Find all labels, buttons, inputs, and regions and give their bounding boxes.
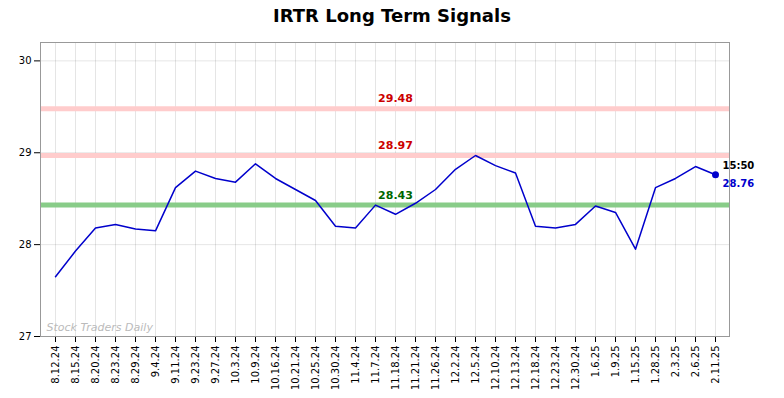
svg-text:11.4.24: 11.4.24: [350, 346, 361, 384]
svg-text:12.30.24: 12.30.24: [570, 346, 581, 391]
svg-text:1.28.25: 1.28.25: [650, 346, 661, 384]
svg-text:28.97: 28.97: [378, 139, 413, 152]
svg-text:28.43: 28.43: [378, 189, 413, 202]
svg-text:11.21.24: 11.21.24: [410, 346, 421, 391]
svg-text:15:50: 15:50: [723, 160, 755, 171]
svg-text:9.27.24: 9.27.24: [210, 346, 221, 384]
svg-text:9.11.24: 9.11.24: [170, 346, 181, 384]
svg-text:10.25.24: 10.25.24: [310, 346, 321, 391]
svg-text:10.9.24: 10.9.24: [250, 346, 261, 384]
svg-text:29: 29: [19, 147, 32, 158]
svg-text:12.10.24: 12.10.24: [490, 346, 501, 391]
svg-text:12.18.24: 12.18.24: [530, 346, 541, 391]
svg-text:12.5.24: 12.5.24: [470, 346, 481, 384]
svg-text:28.76: 28.76: [723, 178, 755, 189]
svg-text:10.21.24: 10.21.24: [290, 346, 301, 391]
svg-text:1.9.25: 1.9.25: [610, 346, 621, 378]
svg-text:29.48: 29.48: [378, 92, 413, 105]
svg-text:10.16.24: 10.16.24: [270, 346, 281, 391]
svg-text:2.11.25: 2.11.25: [710, 346, 721, 384]
svg-text:2.6.25: 2.6.25: [690, 346, 701, 378]
svg-text:28: 28: [19, 239, 32, 250]
svg-text:27: 27: [19, 331, 32, 342]
svg-text:11.26.24: 11.26.24: [430, 346, 441, 391]
svg-text:8.23.24: 8.23.24: [110, 346, 121, 384]
svg-text:8.15.24: 8.15.24: [70, 346, 81, 384]
svg-text:2.3.25: 2.3.25: [670, 346, 681, 378]
svg-text:9.23.24: 9.23.24: [190, 346, 201, 384]
svg-text:8.29.24: 8.29.24: [130, 346, 141, 384]
svg-text:1.6.25: 1.6.25: [590, 346, 601, 378]
svg-text:12.23.24: 12.23.24: [550, 346, 561, 391]
svg-text:9.4.24: 9.4.24: [150, 346, 161, 378]
svg-text:11.7.24: 11.7.24: [370, 346, 381, 384]
svg-text:10.3.24: 10.3.24: [230, 346, 241, 384]
svg-text:8.12.24: 8.12.24: [50, 346, 61, 384]
svg-text:1.15.25: 1.15.25: [630, 346, 641, 384]
svg-text:10.30.24: 10.30.24: [330, 346, 341, 391]
svg-text:30: 30: [19, 55, 32, 66]
html-text:IRTR Long Term Signals: IRTR Long Term Signals: [273, 5, 511, 26]
svg-text:12.2.24: 12.2.24: [450, 346, 461, 384]
svg-text:8.20.24: 8.20.24: [90, 346, 101, 384]
svg-text:Stock Traders Daily: Stock Traders Daily: [47, 321, 154, 334]
svg-text:11.18.24: 11.18.24: [390, 346, 401, 391]
svg-text:12.13.24: 12.13.24: [510, 346, 521, 391]
